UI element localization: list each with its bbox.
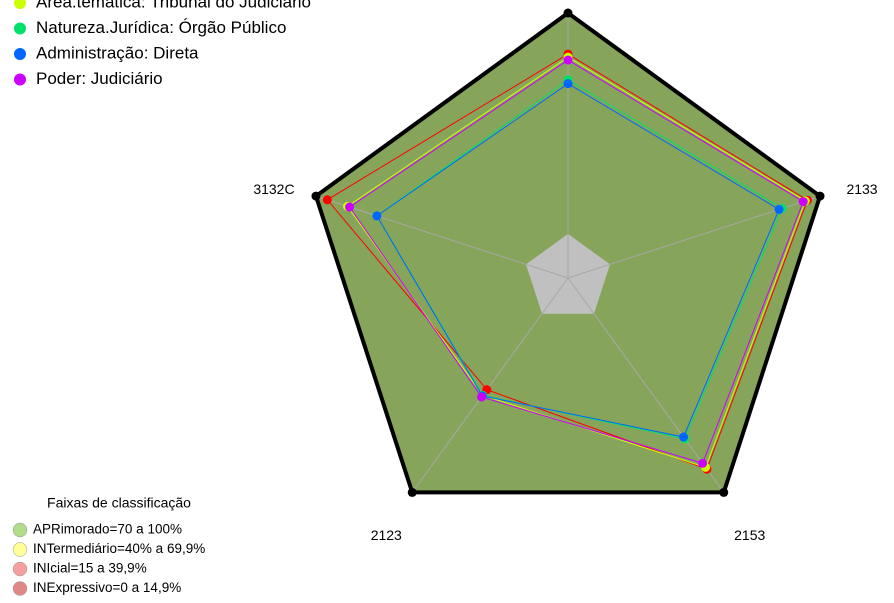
- axis-label: 2153: [734, 527, 765, 543]
- spoke: [411, 277, 569, 493]
- series-line: [348, 59, 804, 464]
- band-legend-label: INExpressivo=0 a 14,9%: [33, 580, 181, 595]
- series-point: [563, 55, 573, 65]
- outline-vertex: [311, 191, 321, 201]
- outline-vertex: [719, 487, 729, 497]
- series-line: [326, 53, 809, 470]
- legend-marker: [14, 73, 26, 86]
- axis-label: 2133: [846, 181, 877, 197]
- outline: [313, 10, 823, 495]
- outline-vertex: [407, 487, 417, 497]
- band-legend-label: INIcial=15 a 39,9%: [33, 561, 147, 576]
- legend-label: Natureza.Jurídica: Órgão Público: [36, 18, 286, 37]
- outline-vertex: [815, 191, 825, 201]
- axis-label: 2123: [371, 527, 402, 543]
- axis-label: 3132C: [253, 181, 294, 197]
- legend-label: Área.temática: Tribunal do Judiciário: [36, 0, 311, 11]
- series-point: [698, 458, 708, 468]
- series-point: [798, 197, 808, 207]
- band-legend-marker: [12, 542, 28, 557]
- series-line: [346, 56, 806, 469]
- series-point: [322, 195, 332, 205]
- spoke: [567, 277, 725, 493]
- bands-title: Faixas de classificação: [47, 495, 191, 511]
- series-point: [345, 202, 355, 212]
- band-legend-label: APRimorado=70 a 100%: [33, 522, 182, 537]
- series-point: [477, 392, 487, 402]
- series-point: [679, 432, 689, 442]
- legend-label: Administração: Direta: [36, 43, 199, 62]
- band-legend-label: INTermediário=40% a 69,9%: [33, 541, 205, 556]
- legend-marker: [14, 48, 26, 60]
- series-point: [774, 204, 784, 214]
- band-legend-marker: [12, 561, 28, 577]
- legend-label: Poder: Judiciário: [36, 69, 163, 88]
- spoke: [315, 195, 569, 279]
- legend-marker: [14, 0, 26, 9]
- series-point: [372, 211, 382, 221]
- outline-vertex: [563, 8, 573, 18]
- band-legend-marker: [12, 581, 28, 596]
- series-line: [376, 83, 780, 438]
- series-point: [563, 79, 573, 89]
- band-legend-marker: [12, 522, 28, 538]
- legend-marker: [14, 22, 26, 35]
